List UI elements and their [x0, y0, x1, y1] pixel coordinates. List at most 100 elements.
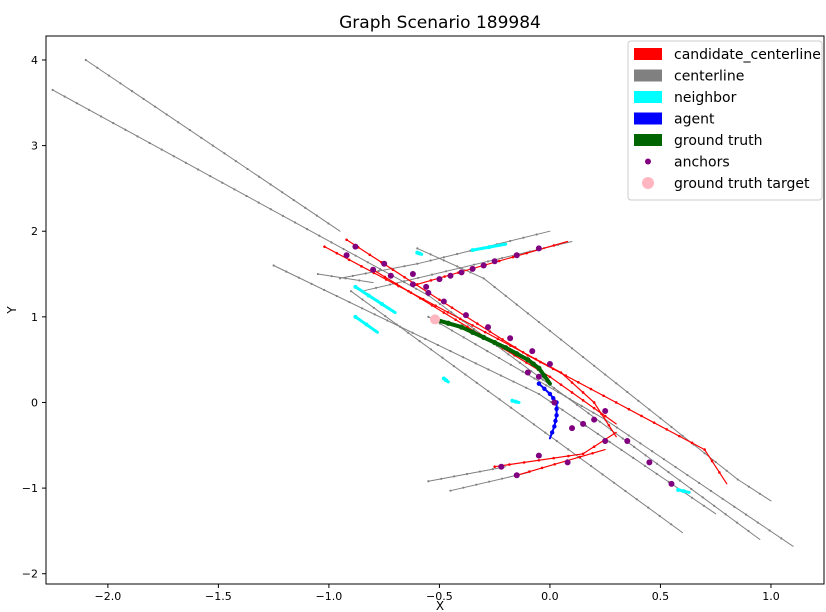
centerline-node	[499, 374, 503, 377]
centerline-node	[709, 489, 712, 492]
anchor-point	[343, 252, 350, 259]
anchor-point	[480, 262, 487, 269]
candidate-centerline-node	[567, 454, 570, 458]
centerline-node	[587, 412, 590, 415]
legend-label: ground truth	[674, 133, 762, 149]
legend-label: neighbor	[674, 90, 737, 106]
centerline-node	[758, 492, 762, 495]
centerline-node	[360, 307, 364, 310]
candidate-centerline-node	[416, 283, 419, 286]
ground-truth-node	[525, 357, 531, 363]
x-tick-label: −2.0	[95, 590, 122, 603]
candidate-centerline-node	[513, 346, 517, 349]
agent-series	[536, 381, 559, 440]
anchor-point	[462, 312, 469, 319]
centerline-node	[450, 329, 454, 332]
centerline-node	[698, 481, 701, 485]
anchor-point	[507, 335, 514, 342]
plot-layer	[51, 58, 794, 547]
anchor-point	[498, 463, 505, 470]
neighbor-node	[676, 487, 681, 492]
centerline-node	[63, 95, 66, 98]
centerline-node	[395, 323, 398, 326]
centerline-node	[424, 337, 427, 340]
neighbor-node	[681, 489, 686, 494]
centerline-node	[497, 356, 501, 360]
centerline-node	[491, 468, 494, 471]
candidate-centerline-node	[345, 238, 348, 242]
x-axis: −2.0 −1.5 −1.0 −0.5 0.0 0.5 1.0	[95, 584, 780, 603]
agent-node	[554, 406, 559, 412]
centerline-node	[533, 377, 536, 380]
y-tick-label: 0	[31, 396, 38, 409]
candidate-centerline-node	[570, 391, 574, 394]
centerline-node	[348, 301, 351, 304]
neighbor-node	[379, 302, 384, 307]
centerline-node	[615, 382, 618, 385]
centerline-node	[323, 288, 326, 292]
centerline-node	[442, 259, 445, 262]
centerline-node	[747, 529, 750, 533]
centerline-node	[526, 312, 529, 315]
centerline-node	[211, 144, 214, 147]
centerline-node	[637, 399, 640, 402]
centerline-node	[548, 329, 552, 332]
centerline-node	[246, 167, 249, 171]
centerline-node	[632, 456, 635, 459]
centerline-node	[269, 208, 272, 211]
centerline-node	[427, 315, 430, 318]
centerline-node	[703, 452, 706, 455]
centerline-node	[407, 331, 410, 334]
anchor-point	[524, 369, 531, 376]
candidate-centerline-node	[539, 360, 542, 364]
centerline-node	[644, 454, 647, 457]
anchor-point	[602, 438, 609, 445]
legend-label: ground truth target	[674, 176, 810, 192]
anchor-point	[436, 276, 443, 283]
centerline-node	[509, 363, 512, 366]
y-tick-label: −1	[22, 482, 38, 495]
centerline-node	[702, 504, 706, 507]
centerline-node	[257, 175, 261, 178]
legend-label: anchors	[674, 155, 730, 171]
centerline-node	[200, 136, 203, 139]
candidate-centerline-node	[602, 394, 605, 398]
centerline-node	[580, 404, 583, 407]
candidate-centerline-node	[577, 380, 580, 384]
legend-label: agent	[674, 112, 715, 128]
candidate-centerline-node	[430, 304, 434, 307]
anchor-point	[425, 289, 432, 296]
ground-truth-node	[530, 361, 536, 367]
centerline-node	[436, 343, 439, 347]
legend-swatch	[634, 134, 662, 146]
y-tick-label: 4	[31, 54, 38, 67]
centerline-node	[188, 128, 191, 132]
centerline-node	[354, 254, 357, 257]
centerline-node	[327, 222, 330, 225]
centerline-node	[233, 188, 236, 191]
candidate-centerline-node	[603, 414, 607, 418]
centerline-node	[223, 152, 226, 155]
agent-node	[553, 418, 558, 424]
centerline-node	[714, 460, 717, 464]
centerline-node	[349, 290, 353, 293]
candidate-centerline-node	[607, 424, 611, 427]
neighbor-node	[470, 248, 475, 253]
centerline-node	[112, 121, 115, 125]
centerline-node	[281, 191, 284, 194]
centerline-node	[725, 469, 728, 472]
centerline-node	[541, 378, 544, 381]
centerline-node	[488, 480, 491, 483]
centerline-node	[330, 241, 333, 244]
anchor-point	[352, 243, 359, 250]
centerline-node	[281, 214, 285, 217]
candidate-centerline-node	[443, 275, 446, 278]
centerline-node	[507, 353, 510, 356]
candidate-centerline-node	[450, 306, 454, 309]
centerline-node	[177, 121, 180, 124]
centerline-node	[690, 487, 693, 491]
ground-truth-node	[469, 329, 476, 335]
candidate-centerline-node	[710, 459, 714, 463]
neighbor-node	[364, 322, 369, 327]
centerline-node	[429, 253, 432, 256]
